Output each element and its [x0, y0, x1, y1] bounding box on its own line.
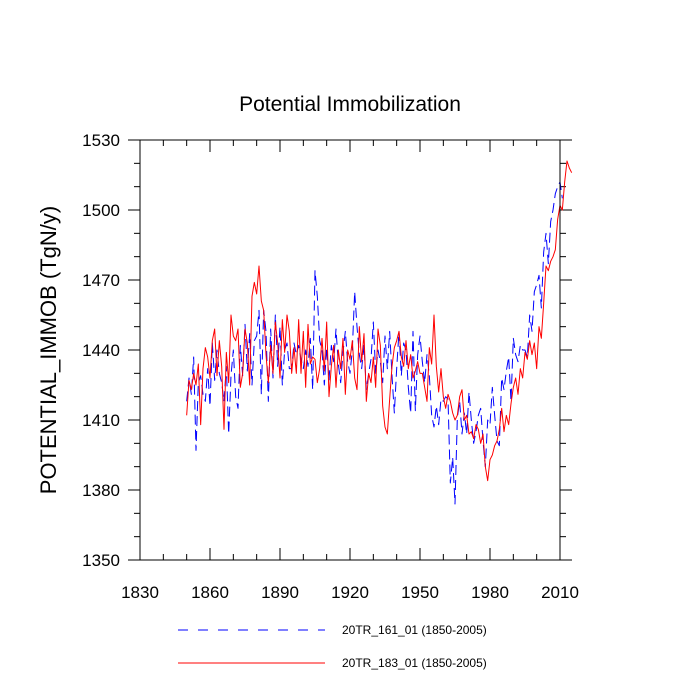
legend-label-2: 20TR_183_01 (1850-2005) — [342, 656, 487, 670]
x-tick-label: 1950 — [401, 583, 439, 602]
y-tick-label: 1350 — [82, 551, 120, 570]
y-tick-label: 1500 — [82, 201, 120, 220]
x-tick-label: 1920 — [331, 583, 369, 602]
x-tick-label: 1860 — [191, 583, 229, 602]
chart-title: Potential Immobilization — [239, 93, 461, 116]
y-tick-label: 1470 — [82, 271, 120, 290]
x-tick-label: 1890 — [261, 583, 299, 602]
y-tick-label: 1530 — [82, 131, 120, 150]
legend-label-1: 20TR_161_01 (1850-2005) — [342, 623, 487, 637]
y-tick-label: 1380 — [82, 481, 120, 500]
y-axis-label: POTENTIAL_IMMOB (TgN/y) — [36, 206, 61, 494]
legend: 20TR_161_01 (1850-2005) 20TR_183_01 (1850… — [178, 623, 487, 670]
x-tick-label: 2010 — [541, 583, 579, 602]
axis-tick-labels: 1830 1860 1890 1920 1950 1980 2010 1350 1380 1410… — [82, 131, 579, 602]
series-lines — [186, 160, 573, 505]
plot-frame — [139, 139, 561, 561]
y-tick-label: 1410 — [82, 411, 120, 430]
x-tick-label: 1980 — [471, 583, 509, 602]
series-line-2 — [186, 160, 573, 482]
axis-ticks — [128, 139, 572, 561]
x-tick-label: 1830 — [121, 583, 159, 602]
series-line-1 — [186, 181, 563, 505]
y-tick-label: 1440 — [82, 341, 120, 360]
